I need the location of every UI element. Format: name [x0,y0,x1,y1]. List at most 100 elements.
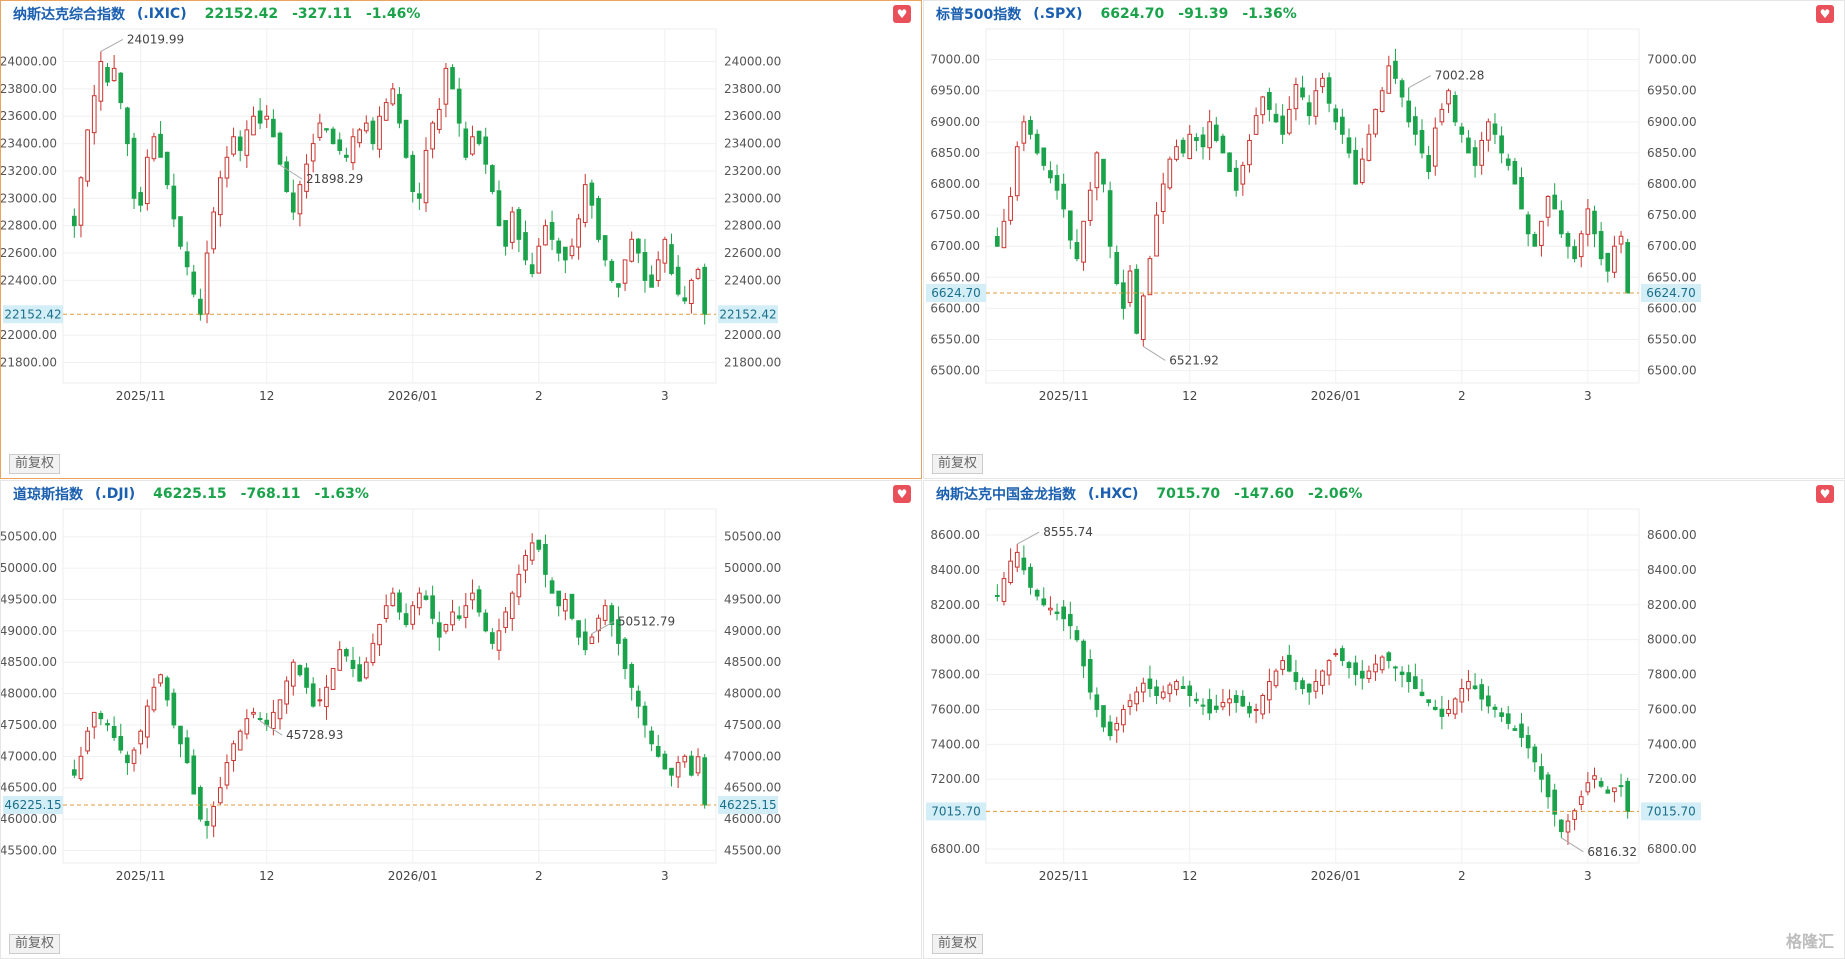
candle[interactable] [1346,137,1352,154]
candle[interactable] [390,88,396,105]
candle[interactable] [1499,712,1504,717]
candle[interactable] [271,711,276,729]
candle[interactable] [1545,774,1551,798]
candle[interactable] [204,252,210,315]
candle[interactable] [78,755,84,780]
candle[interactable] [1008,195,1013,221]
candle[interactable] [138,192,143,206]
candle[interactable] [1605,252,1611,272]
candle[interactable] [529,264,535,275]
candle[interactable] [237,730,243,751]
candle[interactable] [1008,560,1013,584]
candle[interactable] [1486,121,1491,141]
candle[interactable] [1233,695,1239,703]
index-title[interactable]: 标普500指数 [936,7,1022,23]
candle[interactable] [1379,656,1385,671]
candle[interactable] [1359,158,1365,184]
candle[interactable] [1041,147,1047,166]
candle[interactable] [297,665,303,676]
candle[interactable] [98,712,104,720]
candle[interactable] [370,120,376,145]
candle[interactable] [669,244,674,275]
candle[interactable] [436,622,442,638]
candle[interactable] [1054,611,1060,614]
candle[interactable] [164,677,170,701]
candle[interactable] [85,730,90,752]
candle[interactable] [1273,113,1279,123]
candle[interactable] [337,649,343,671]
candle[interactable] [675,762,681,778]
candle[interactable] [231,136,236,155]
candle[interactable] [1326,660,1332,676]
candle[interactable] [1227,698,1232,704]
candle[interactable] [324,128,329,131]
candle[interactable] [1373,663,1378,673]
candle[interactable] [1067,614,1073,627]
candle[interactable] [85,129,90,182]
candle[interactable] [1247,705,1252,714]
heart-icon[interactable]: ♥ [1816,485,1834,503]
candle[interactable] [682,297,688,302]
candle[interactable] [569,593,575,619]
candle[interactable] [430,122,435,150]
candle[interactable] [1147,258,1153,296]
candle[interactable] [1479,139,1485,166]
candle[interactable] [1101,705,1106,728]
candle[interactable] [1525,735,1531,749]
candle[interactable] [171,692,177,726]
candle[interactable] [994,236,1000,247]
candle[interactable] [1359,670,1365,679]
candle[interactable] [1187,133,1193,160]
candle[interactable] [217,787,223,804]
candle[interactable] [1519,723,1524,738]
candle[interactable] [1625,780,1631,812]
candle[interactable] [224,762,230,786]
candle[interactable] [1121,708,1126,726]
candle[interactable] [1107,190,1113,247]
candle[interactable] [1114,722,1120,731]
candle[interactable] [344,154,349,158]
candle[interactable] [1260,694,1266,715]
candle[interactable] [1293,672,1299,683]
candle[interactable] [1220,135,1226,154]
candle[interactable] [1067,210,1073,241]
candle[interactable] [1406,672,1412,683]
candle[interactable] [178,216,183,247]
candle[interactable] [363,122,369,132]
candle[interactable] [390,592,396,607]
candle[interactable] [1074,630,1080,641]
candle[interactable] [1366,133,1372,161]
candle[interactable] [450,67,455,90]
candle[interactable] [1247,139,1252,166]
candle[interactable] [1134,268,1139,334]
candle[interactable] [1426,699,1431,703]
candle[interactable] [1313,681,1319,692]
candle[interactable] [297,184,303,215]
candle[interactable] [1087,189,1093,221]
candlestick-chart[interactable]: 7000.00 7000.00 6950.00 6950.00 6900.00 6900.… [924,1,1845,479]
candle[interactable] [1180,685,1186,690]
index-title[interactable]: 纳斯达克综合指数 [13,7,125,23]
candle[interactable] [1373,108,1378,135]
candle[interactable] [191,271,197,295]
candle[interactable] [111,725,117,738]
candle[interactable] [125,754,130,764]
candle[interactable] [317,699,323,702]
candle[interactable] [1466,137,1471,154]
candle[interactable] [138,730,143,745]
candle[interactable] [523,555,528,571]
candle[interactable] [476,130,482,145]
candle[interactable] [271,118,276,138]
candle[interactable] [490,632,495,644]
candle[interactable] [1028,566,1033,588]
candle[interactable] [1340,116,1345,135]
candle[interactable] [344,649,349,657]
candle[interactable] [1127,270,1133,303]
candle[interactable] [1154,686,1159,696]
candle[interactable] [423,149,429,204]
candlestick-chart[interactable]: 24000.00 24000.00 23800.00 23800.00 23600.00… [1,1,922,479]
candle[interactable] [636,690,641,707]
candle[interactable] [1532,746,1538,763]
candle[interactable] [1512,728,1518,731]
candle[interactable] [1578,796,1584,805]
